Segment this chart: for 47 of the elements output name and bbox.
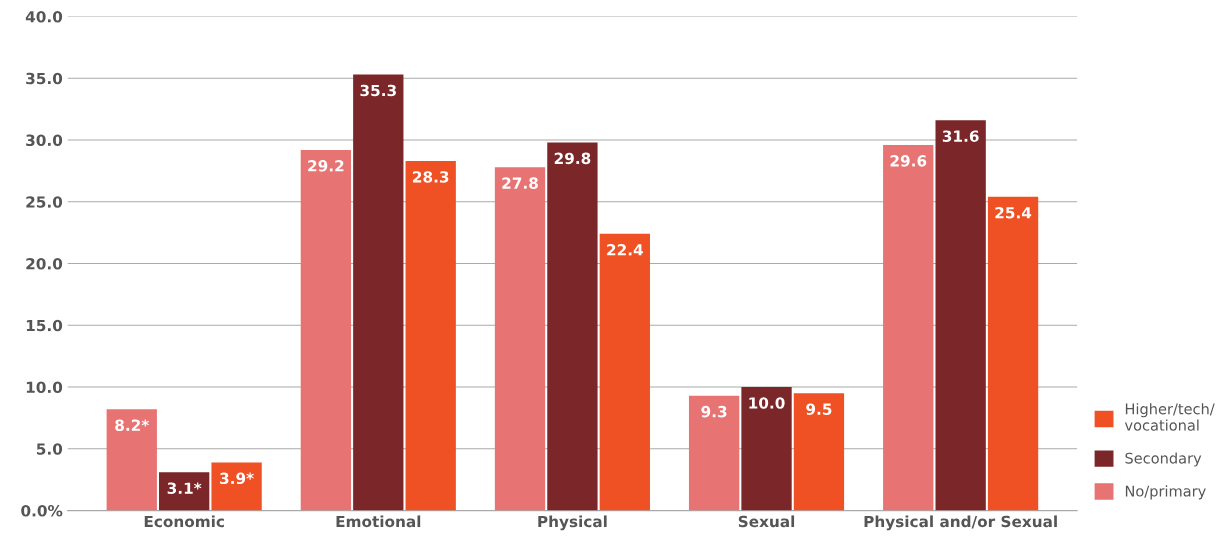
data-label: 9.3 — [701, 405, 727, 418]
y-tick-label: 40.0 — [25, 10, 63, 23]
x-tick-label: Emotional — [336, 515, 421, 528]
x-tick-label: Sexual — [738, 515, 795, 528]
data-label: 31.6 — [942, 130, 979, 142]
y-tick-label: 20.0 — [26, 257, 63, 270]
data-label: 22.4 — [607, 244, 643, 256]
data-label: 29.2 — [308, 160, 344, 172]
data-label: 3.1* — [167, 482, 202, 494]
data-label: 8.2* — [115, 419, 149, 431]
data-label: 9.5 — [806, 403, 832, 415]
bar — [106, 409, 157, 511]
legend-label: Higher/tech/ vocational — [1124, 403, 1215, 431]
legend-label: No/primary — [1125, 485, 1206, 500]
data-label: 10.0 — [749, 397, 785, 409]
y-tick-label: 35.0 — [26, 72, 63, 85]
data-label: 27.8 — [502, 177, 538, 189]
bar — [688, 395, 740, 511]
bar — [599, 233, 650, 511]
bar — [353, 74, 404, 511]
y-tick-label: 0.0% — [21, 505, 63, 517]
y-tick-label: 25.0 — [26, 196, 63, 208]
legend-label: Secondary — [1125, 452, 1202, 467]
x-tick-label: Economic — [144, 515, 224, 528]
x-tick-label: Physical — [538, 515, 607, 531]
y-tick-label: 10.0 — [26, 381, 63, 394]
bar — [935, 120, 986, 511]
bar — [494, 167, 546, 511]
bar — [883, 144, 934, 511]
x-tick-label: Physical and/or Sexual — [864, 515, 1057, 531]
data-label: 35.3 — [360, 84, 396, 97]
bar — [793, 393, 845, 511]
y-tick-label: 5.0 — [36, 443, 63, 455]
bar — [211, 462, 262, 511]
data-label: 3.9* — [220, 472, 254, 485]
bar — [547, 142, 598, 511]
y-tick-label: 30.0 — [26, 134, 63, 147]
bar — [159, 472, 210, 511]
data-label: 25.4 — [995, 206, 1032, 219]
bar — [987, 196, 1039, 511]
bar — [405, 160, 456, 511]
bar — [741, 387, 792, 511]
y-tick-label: 15.0 — [26, 319, 63, 332]
bar — [300, 149, 352, 511]
data-label: 28.3 — [413, 171, 449, 183]
data-label: 29.6 — [890, 155, 927, 167]
data-label: 29.8 — [554, 152, 591, 165]
